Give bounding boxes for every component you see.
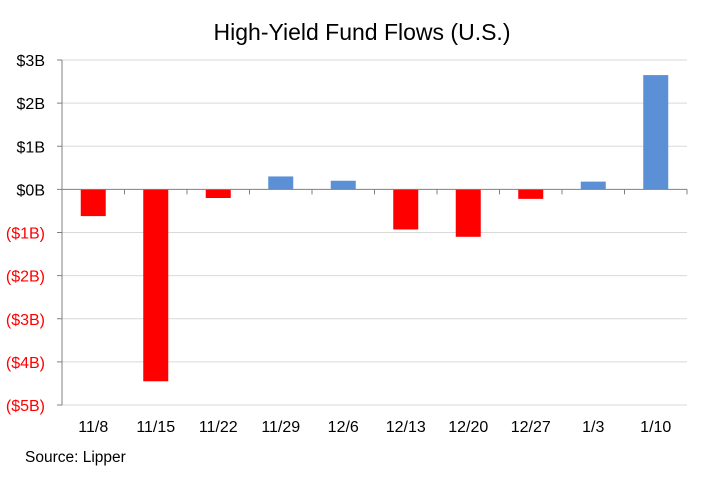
x-axis-ticks: 11/8 11/15 11/22 11/29 12/6 12/13 12/20 12/27 1/… bbox=[61, 189, 688, 436]
y-tick-label: ($5B) bbox=[6, 398, 45, 415]
y-tick-label: ($3B) bbox=[6, 312, 45, 329]
y-tick-label: ($1B) bbox=[6, 226, 45, 243]
y-tick-label: $0B bbox=[17, 182, 45, 199]
bar-11-29 bbox=[268, 176, 294, 190]
x-tick-label: 12/13 bbox=[386, 419, 426, 436]
chart-title: High-Yield Fund Flows (U.S.) bbox=[214, 19, 511, 45]
bar-12-20 bbox=[455, 189, 481, 237]
x-tick-label: 1/10 bbox=[640, 419, 671, 436]
x-tick-label: 12/6 bbox=[328, 419, 359, 436]
bar-11-15 bbox=[143, 189, 169, 382]
bar-12-13 bbox=[393, 189, 419, 230]
y-tick-label: $2B bbox=[17, 96, 45, 113]
x-tick-label: 12/27 bbox=[511, 419, 551, 436]
x-tick-label: 1/3 bbox=[582, 419, 604, 436]
y-tick-label: $1B bbox=[17, 139, 45, 156]
bar-12-6 bbox=[330, 180, 356, 190]
bar-11-8 bbox=[80, 189, 106, 217]
y-tick-label: ($2B) bbox=[6, 269, 45, 286]
y-tick-label: ($4B) bbox=[6, 355, 45, 372]
bar-11-22 bbox=[205, 189, 231, 198]
x-tick-label: 11/29 bbox=[261, 419, 300, 436]
bar-1-3 bbox=[580, 181, 606, 190]
y-tick-label: $3B bbox=[17, 53, 45, 70]
x-tick-label: 12/20 bbox=[448, 419, 488, 436]
x-tick-label: 11/22 bbox=[199, 419, 238, 436]
x-tick-label: 11/15 bbox=[136, 419, 175, 436]
bar-1-10 bbox=[643, 75, 669, 190]
x-tick-label: 11/8 bbox=[78, 419, 108, 436]
bars bbox=[80, 75, 669, 382]
bar-12-27 bbox=[518, 189, 544, 199]
source-note: Source: Lipper bbox=[25, 449, 126, 466]
y-axis-ticks: $3B $2B $1B $0B ($1B) ($2B) ($3B) ($4B) ($5B) bbox=[6, 53, 45, 415]
